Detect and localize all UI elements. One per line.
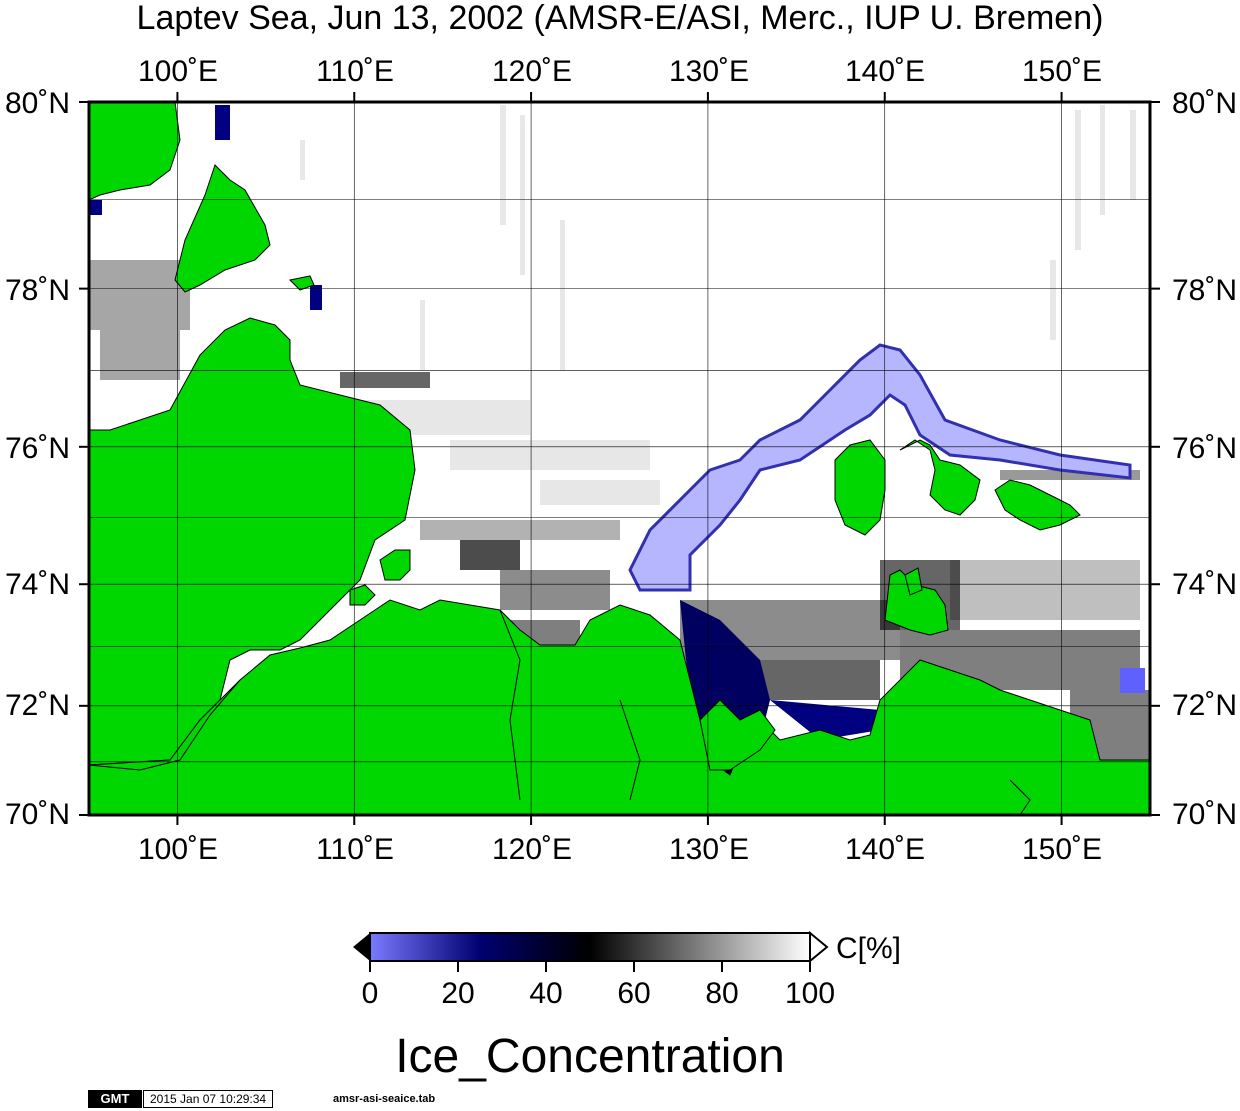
lat-label-right-74: 74˚N bbox=[1172, 568, 1238, 601]
ice-dark-blue-spot bbox=[215, 105, 230, 140]
frame-ticks bbox=[79, 92, 1160, 825]
lat-label-right-70: 70˚N bbox=[1172, 798, 1238, 831]
graticule bbox=[89, 102, 1150, 815]
lat-label-right-78: 78˚N bbox=[1172, 274, 1238, 307]
lon-label-top-110: 110˚E bbox=[316, 55, 394, 88]
lat-label-left-74: 74˚N bbox=[4, 568, 70, 601]
colorbar bbox=[369, 932, 811, 962]
lat-label-left-76: 76˚N bbox=[4, 432, 70, 465]
lon-label-bottom-140: 140˚E bbox=[844, 833, 926, 866]
gmt-timestamp: 2015 Jan 07 10:29:34 bbox=[143, 1090, 274, 1108]
lat-label-right-72: 72˚N bbox=[1172, 689, 1238, 722]
lat-label-left-70: 70˚N bbox=[4, 798, 70, 831]
river-lines bbox=[89, 609, 1031, 815]
gmt-logo: GMT bbox=[88, 1090, 142, 1108]
colorbar-tick-60: 60 bbox=[617, 977, 651, 1010]
ice-navy-east bbox=[770, 700, 880, 740]
lat-label-left-72: 72˚N bbox=[4, 689, 70, 722]
variable-name: Ice_Concentration bbox=[395, 1030, 785, 1083]
colorbar-high-triangle bbox=[809, 930, 829, 964]
lon-label-top-120: 120˚E bbox=[491, 55, 573, 88]
colorbar-unit: C[%] bbox=[836, 932, 902, 965]
colorbar-low-triangle bbox=[353, 933, 370, 961]
lon-label-top-130: 130˚E bbox=[668, 55, 750, 88]
colorbar-tick-80: 80 bbox=[705, 977, 739, 1010]
map-frame bbox=[87, 100, 1152, 817]
colorbar-ticks bbox=[369, 961, 811, 972]
ice-dark-blue-spot-3 bbox=[90, 200, 102, 215]
lat-label-left-80: 80˚N bbox=[4, 87, 70, 120]
lon-label-bottom-120: 120˚E bbox=[491, 833, 573, 866]
lon-label-top-100: 100˚E bbox=[137, 55, 219, 88]
ice-dark-blue-spot-4 bbox=[1120, 668, 1145, 693]
lat-label-right-76: 76˚N bbox=[1172, 432, 1238, 465]
map-title: Laptev Sea, Jun 13, 2002 (AMSR-E/ASI, Me… bbox=[136, 0, 1104, 37]
ice-dark-blue-spot-2 bbox=[310, 285, 322, 310]
lat-label-left-78: 78˚N bbox=[4, 274, 70, 307]
colorbar-tick-20: 20 bbox=[441, 977, 475, 1010]
colorbar-tick-40: 40 bbox=[529, 977, 563, 1010]
lat-label-right-80: 80˚N bbox=[1172, 87, 1238, 120]
lon-label-top-140: 140˚E bbox=[844, 55, 926, 88]
colorbar-tick-0: 0 bbox=[361, 977, 379, 1010]
gmt-filename: amsr-asi-seaice.tab bbox=[333, 1093, 436, 1105]
lon-label-bottom-110: 110˚E bbox=[316, 833, 394, 866]
lon-label-bottom-150: 150˚E bbox=[1021, 833, 1103, 866]
lon-label-bottom-130: 130˚E bbox=[668, 833, 750, 866]
lon-label-bottom-100: 100˚E bbox=[137, 833, 219, 866]
colorbar-tick-100: 100 bbox=[784, 977, 836, 1010]
lon-label-top-150: 150˚E bbox=[1021, 55, 1103, 88]
flaw-polynya bbox=[628, 343, 1132, 592]
